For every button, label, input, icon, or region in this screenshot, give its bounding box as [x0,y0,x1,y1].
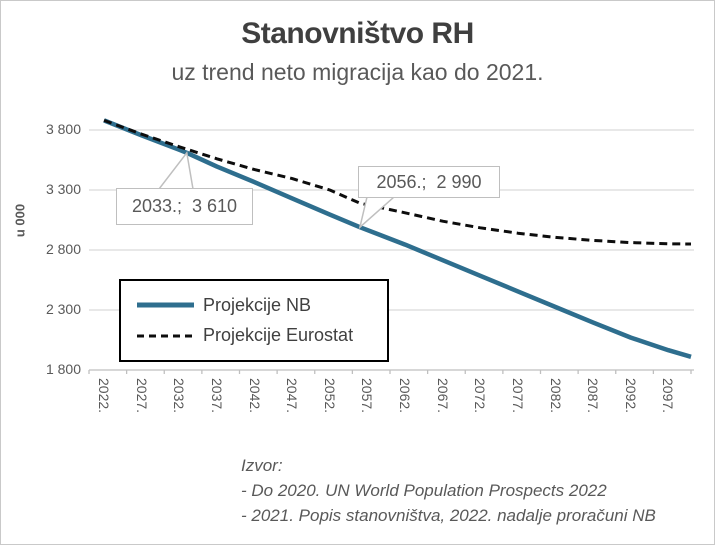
series-line-projekcije-nb [103,118,692,359]
x-tick-label-text: 2037. [208,378,225,414]
solid-line-icon [137,302,194,308]
x-tick-label-text: 2087. [585,378,602,414]
legend-item-projekcije-eurostat: Projekcije Eurostat [121,325,387,346]
x-tick-label-text: 2072. [472,378,489,414]
callout-tail [358,196,396,230]
series-line-projekcije-eurostat [103,118,692,246]
chart-title: Stanovništvo RH [241,17,474,50]
chart-subtitle: uz trend neto migracija kao do 2021. [171,59,544,85]
legend-label: Projekcije NB [203,294,312,315]
y-axis-title: u 000 [12,203,28,238]
annotation-callout: 2056.; 2 990 [358,166,500,198]
source-line: - Do 2020. UN World Population Prospects… [241,481,607,500]
x-tick-label-text: 2032. [171,378,188,414]
x-tick-label-text: 2082. [547,378,564,414]
legend-item-projekcije-nb: Projekcije NB [121,295,387,316]
x-tick-label-text: 2047. [284,378,301,414]
y-tick-label: 2 800 [45,241,81,257]
x-tick-label-text: 2077. [509,378,526,414]
source-line: - 2021. Popis stanovništva, 2022. nadalj… [241,506,656,525]
annotation-callout: 2033.; 3 610 [116,188,253,225]
y-tick-label: 3 300 [45,181,81,197]
x-tick-label-text: 2042. [246,378,263,414]
x-tick-label-text: 2027. [133,378,150,414]
x-tick-label-text: 2062. [397,378,414,414]
source-note: Izvor: - Do 2020. UN World Population Pro… [241,453,656,528]
y-tick-label: 2 300 [45,301,81,317]
y-tick-label: 3 800 [45,121,81,137]
legend: Projekcije NB Projekcije Eurostat [119,279,389,362]
x-tick-label-text: 2092. [622,378,639,414]
y-tick-label: 1 800 [45,361,81,377]
source-line: Izvor: [241,456,283,475]
callout-tail [157,150,194,190]
x-tick-label-text: 2057. [359,378,376,414]
x-tick-label-text: 2052. [321,378,338,414]
dashed-line-icon [137,333,194,339]
x-tick-label-text: 2022. [96,378,113,414]
x-tick-label-text: 2067. [434,378,451,414]
legend-label: Projekcije Eurostat [203,325,354,346]
x-tick-label-text: 2097. [660,378,677,414]
